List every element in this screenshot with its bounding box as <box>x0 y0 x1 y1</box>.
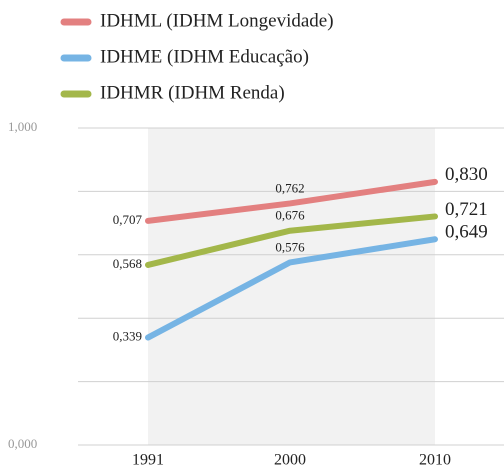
data-label: 0,649 <box>445 222 488 243</box>
y-tick-label: 1,000 <box>8 119 37 134</box>
legend-label: IDHME (IDHM Educação) <box>100 46 309 67</box>
data-label: 0,676 <box>275 208 305 223</box>
data-label: 0,762 <box>275 180 304 195</box>
data-label: 0,568 <box>113 256 142 271</box>
x-tick-label: 1991 <box>132 452 164 467</box>
plot-band <box>148 128 435 445</box>
data-label: 0,721 <box>445 199 488 220</box>
legend-label: IDHML (IDHM Longevidade) <box>100 10 334 31</box>
data-label: 0,339 <box>113 329 142 344</box>
legend-label: IDHMR (IDHM Renda) <box>100 82 285 103</box>
series-line <box>145 236 438 341</box>
data-label: 0,707 <box>113 212 143 227</box>
series-line <box>145 213 438 268</box>
data-label: 0,576 <box>275 239 305 254</box>
x-tick-label: 2010 <box>419 452 451 467</box>
x-tick-label: 2000 <box>274 452 306 467</box>
series-line <box>145 178 438 224</box>
y-tick-label: 0,000 <box>8 436 37 451</box>
data-label: 0,830 <box>445 164 488 185</box>
